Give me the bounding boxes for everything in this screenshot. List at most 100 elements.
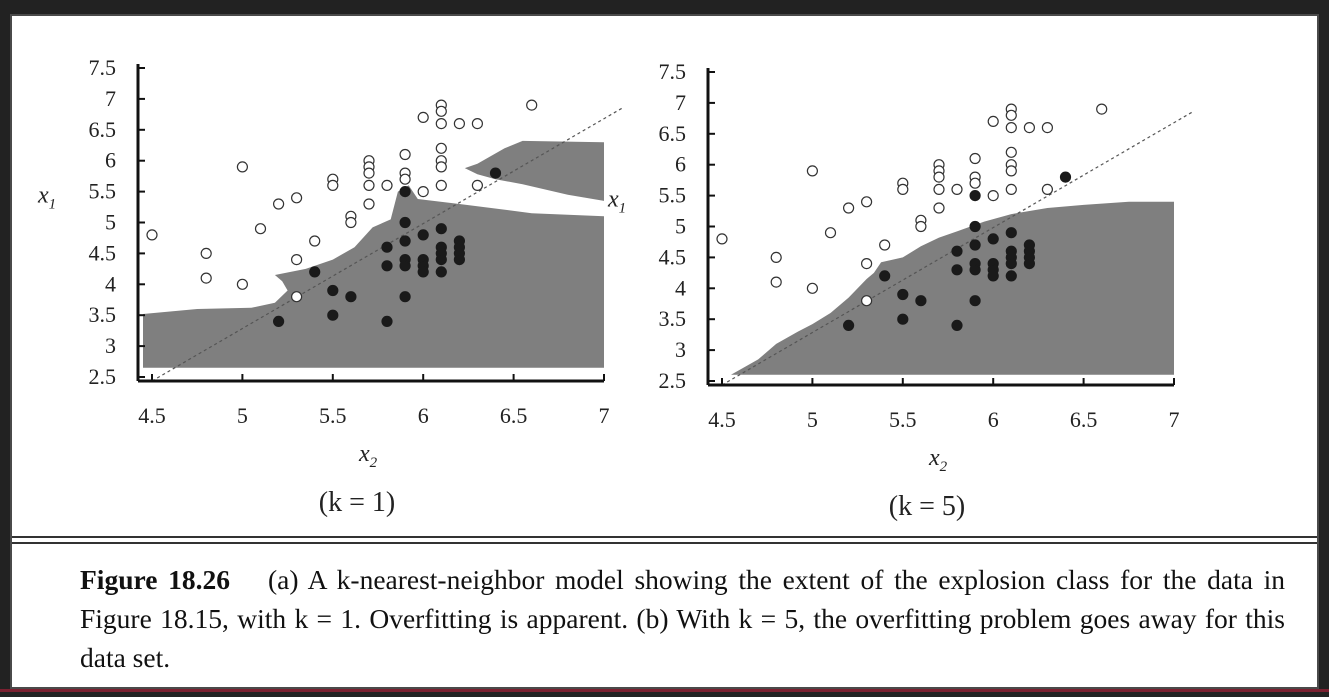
data-point-open <box>716 233 728 245</box>
data-point-open <box>987 190 999 202</box>
x-tick-label: 4.5 <box>708 407 736 432</box>
data-point-open <box>1041 121 1054 134</box>
data-point-filled <box>327 284 339 297</box>
x-tick-label: 6 <box>418 403 429 428</box>
data-point-open <box>1096 103 1108 115</box>
caption-divider <box>12 542 1317 544</box>
y-tick-label: 6.5 <box>89 117 117 142</box>
y-tick-label: 4.5 <box>659 244 687 269</box>
y-tick-label: 4 <box>105 271 116 296</box>
data-point-open <box>842 202 855 214</box>
data-point-filled <box>435 254 447 266</box>
data-point-filled <box>417 266 429 278</box>
data-point-filled <box>417 229 429 241</box>
y-tick-label: 3.5 <box>659 306 687 331</box>
data-point-open <box>417 186 429 198</box>
data-point-filled <box>969 295 981 307</box>
data-point-open <box>200 272 212 284</box>
data-point-open <box>236 161 248 173</box>
data-point-open <box>200 247 212 259</box>
data-point-filled <box>435 223 447 235</box>
data-point-filled <box>381 241 393 253</box>
data-point-filled <box>1059 171 1072 183</box>
data-point-filled <box>309 266 321 278</box>
explosion-region <box>143 185 604 368</box>
data-point-open <box>435 161 447 173</box>
y-tick-label: 7 <box>675 90 686 115</box>
data-point-open <box>897 183 909 195</box>
data-point-open <box>969 152 981 165</box>
data-point-open <box>471 117 483 130</box>
data-point-open <box>806 282 819 294</box>
figure-caption: Figure 18.26 (a) A k-nearest-neighbor mod… <box>80 560 1285 677</box>
data-point-open <box>1005 165 1017 177</box>
data-point-filled <box>897 313 909 325</box>
caption-title: Figure 18.26 <box>80 564 230 595</box>
x-axis-label: x2 <box>358 441 378 471</box>
data-point-open <box>363 167 375 179</box>
data-point-open <box>770 276 782 288</box>
data-point-filled <box>897 288 909 301</box>
data-point-open <box>1005 121 1017 134</box>
data-point-filled <box>489 167 502 179</box>
data-point-filled <box>1005 270 1017 282</box>
data-point-filled <box>399 235 411 247</box>
data-point-open <box>987 115 999 128</box>
data-point-open <box>435 179 447 191</box>
data-point-filled <box>951 245 963 257</box>
x-tick-label: 6.5 <box>500 403 528 428</box>
y-axis-label: x1 <box>37 183 56 213</box>
x-tick-label: 7 <box>1169 407 1180 432</box>
data-point-open <box>291 192 303 204</box>
data-point-open <box>399 148 411 161</box>
x-tick-label: 6 <box>988 407 999 432</box>
data-point-open <box>860 295 873 307</box>
data-point-filled <box>453 254 465 266</box>
data-point-filled <box>969 220 981 233</box>
panel-label: (k = 5) <box>889 491 965 522</box>
x-axis-label: x2 <box>928 445 948 475</box>
data-point-open <box>879 239 891 251</box>
data-point-filled <box>273 315 285 327</box>
caption-text: (a) A k-nearest-neighbor model showing t… <box>80 564 1285 673</box>
data-point-filled <box>915 295 927 307</box>
y-tick-label: 3 <box>105 333 116 358</box>
data-point-open <box>453 117 465 130</box>
data-point-filled <box>399 260 411 272</box>
data-point-open <box>951 183 963 195</box>
panel-label: (k = 1) <box>319 487 395 518</box>
data-point-open <box>381 179 393 191</box>
data-point-open <box>860 196 873 208</box>
y-tick-label: 4 <box>675 275 686 300</box>
y-tick-label: 7.5 <box>659 59 687 84</box>
data-point-open <box>417 111 429 124</box>
data-point-filled <box>327 309 339 321</box>
data-point-open <box>1005 109 1017 121</box>
y-tick-label: 3.5 <box>89 302 117 327</box>
data-point-filled <box>1023 258 1036 270</box>
figure-page: 2.5 3 3.5 4 4.5 5 5.5 6 6.5 7 7.5 4.5 5 5.5 6 6.5 7 x2 x1 (… <box>10 14 1319 689</box>
data-point-open <box>1005 146 1017 158</box>
data-point-open <box>309 235 321 247</box>
data-point-open <box>435 142 447 154</box>
y-tick-label: 5.5 <box>659 183 687 208</box>
data-point-filled <box>1005 227 1017 239</box>
y-tick-label: 2.5 <box>659 368 687 393</box>
data-point-filled <box>987 270 999 282</box>
explosion-region <box>731 201 1174 375</box>
y-tick-label: 6 <box>675 152 686 177</box>
data-point-open <box>824 227 837 239</box>
data-point-filled <box>969 190 981 202</box>
data-point-filled <box>951 319 963 331</box>
explosion-region <box>464 140 604 201</box>
data-point-open <box>1041 183 1054 195</box>
data-point-open <box>1005 183 1017 195</box>
panel-k5: 2.5 3 3.5 4 4.5 5 5.5 6 6.5 7 7.5 4.5 5 5.5 6 6.5 7 x2 x1 (… <box>607 59 1193 522</box>
data-point-open <box>933 183 945 195</box>
y-tick-label: 7.5 <box>89 55 117 80</box>
y-tick-label: 4.5 <box>89 240 117 265</box>
data-point-filled <box>381 315 393 327</box>
data-point-open <box>770 251 782 263</box>
data-point-open <box>435 117 447 130</box>
data-point-open <box>236 278 248 290</box>
